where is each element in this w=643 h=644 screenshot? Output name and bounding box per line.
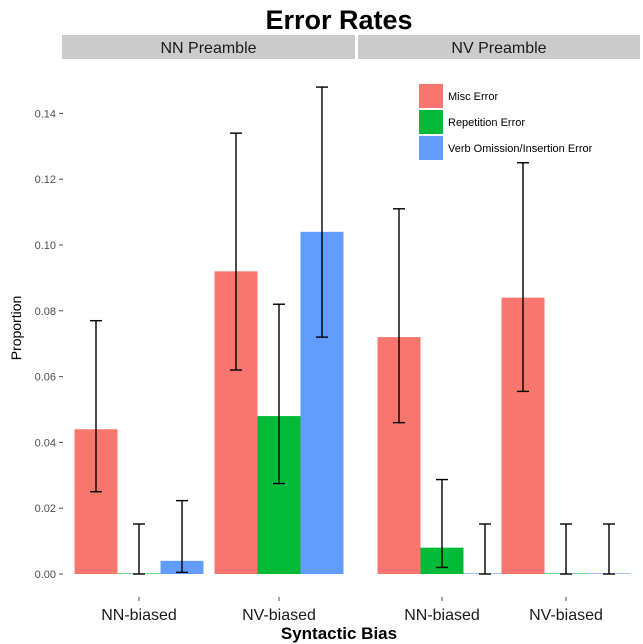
facet-strip-label: NN Preamble [160,40,256,57]
legend-label: Repetition Error [448,117,525,129]
legend-label: Misc Error [448,91,498,103]
facet-strips: NN Preamble NV Preamble [62,35,640,59]
x-tick-label: NN-biased [101,607,177,624]
legend-swatch [419,84,443,108]
y-tick-label: 0.10 [35,240,56,252]
facet-strip [62,35,355,59]
legend-swatch [419,136,443,160]
legend-label: Verb Omission/Insertion Error [448,143,593,155]
x-tick-label: NN-biased [404,607,480,624]
y-tick-label: 0.04 [35,437,56,449]
x-axis: NN-biased NV-biased NN-biased NV-biased [101,597,603,624]
y-axis: 0.00 0.02 0.04 0.06 0.08 0.10 0.12 0.14 [35,108,63,581]
y-axis-title: Proportion [8,296,24,361]
y-tick-label: 0.02 [35,503,56,515]
facet-strip [358,35,640,59]
legend-swatch [419,110,443,134]
x-tick-label: NV-biased [242,607,316,624]
x-tick-label: NV-biased [529,607,603,624]
legend: Misc Error Repetition Error Verb Omission/… [419,84,593,160]
y-tick-label: 0.08 [35,306,56,318]
y-tick-label: 0.00 [35,569,56,581]
facet-strip-label: NV Preamble [451,40,546,57]
bars-layer [74,231,631,574]
y-tick-label: 0.06 [35,372,56,384]
chart-title: Error Rates [265,5,412,35]
error-bars-layer [90,86,615,575]
y-tick-label: 0.14 [35,108,56,120]
y-tick-label: 0.12 [35,174,56,186]
x-axis-title: Syntactic Bias [281,624,397,643]
